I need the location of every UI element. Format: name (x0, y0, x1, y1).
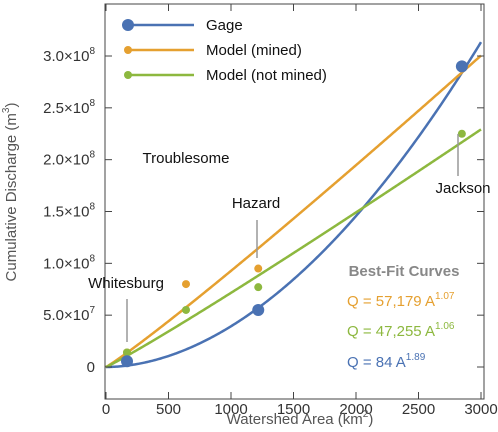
x-tick-label: 2500 (402, 401, 435, 418)
axis-ticks: 0 500 1000 1500 2000 2500 3000 0 5.0×107 1.0×108 1… (43, 4, 498, 418)
point-model-mined (182, 280, 190, 289)
fit-curve-model-mined (105, 54, 482, 369)
x-tick-label: 2000 (339, 401, 372, 418)
y-tick-label: 2.0×108 (43, 150, 95, 169)
x-tick-label: 500 (156, 401, 181, 418)
plot-frame (104, 3, 485, 400)
point-model-not-mined (123, 348, 131, 357)
annotation-jackson: Jackson (435, 180, 490, 197)
point-gage (121, 355, 133, 368)
equation-gage: Q = 84 A1.89 (347, 352, 426, 371)
y-tick-label: 1.0×108 (43, 253, 95, 272)
point-model-not-mined (182, 305, 190, 314)
legend-label-model-mined: Model (mined) (206, 42, 302, 59)
x-axis-title: Watershed Area (km2) (227, 409, 374, 428)
legend-marker-gage (122, 19, 134, 31)
annotation-troublesome: Troublesome (143, 150, 230, 167)
y-tick-label: 5.0×107 (43, 305, 95, 324)
y-tick-label: 0 (87, 359, 95, 376)
best-fit-equations: Best-Fit Curves Q = 57,179 A1.07 Q = 47,… (347, 263, 459, 371)
legend-item-model-not-mined: Model (not mined) (124, 67, 327, 84)
legend-marker-model-not-mined (124, 71, 132, 79)
x-tick-label: 3000 (464, 401, 497, 418)
y-tick-label: 3.0×108 (43, 46, 95, 65)
legend: Gage Model (mined) Model (not mined) (122, 17, 327, 84)
legend-marker-model-mined (124, 46, 132, 54)
equation-model-mined: Q = 57,179 A1.07 (347, 291, 455, 310)
x-tick-label: 1000 (214, 401, 247, 418)
site-annotations: Whitesburg Troublesome Hazard Jackson (88, 134, 491, 342)
annotation-whitesburg: Whitesburg (88, 275, 164, 292)
point-gage (455, 60, 468, 73)
point-model-mined (254, 264, 263, 273)
legend-item-model-mined: Model (mined) (124, 42, 302, 59)
fit-curve-gage (105, 41, 483, 369)
data-markers (121, 60, 468, 368)
point-gage (252, 303, 265, 316)
fit-curves (105, 41, 483, 369)
plot-border (104, 3, 485, 400)
point-model-not-mined (457, 129, 466, 138)
y-axis-title: Cumulative Discharge (m3) (1, 103, 20, 282)
equation-model-not-mined: Q = 47,255 A1.06 (347, 321, 455, 340)
legend-label-gage: Gage (206, 17, 243, 34)
x-tick-label: 0 (102, 401, 110, 418)
legend-item-gage: Gage (122, 17, 243, 34)
x-tick-label: 1500 (277, 401, 310, 418)
legend-label-model-not-mined: Model (not mined) (206, 67, 327, 84)
equations-title: Best-Fit Curves (349, 263, 460, 280)
y-tick-label: 1.5×108 (43, 202, 95, 221)
fit-curve-model-not-mined (105, 128, 482, 369)
y-tick-label: 2.5×108 (43, 98, 95, 117)
annotation-hazard: Hazard (232, 195, 280, 212)
point-model-not-mined (254, 283, 263, 292)
